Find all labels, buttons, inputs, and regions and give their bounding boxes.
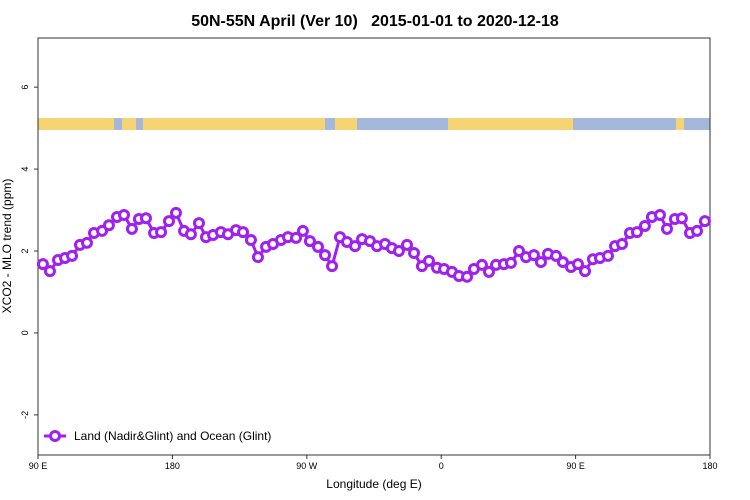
data-point [169,206,182,219]
data-point [290,231,303,244]
data-point [155,226,168,239]
data-point [244,233,257,246]
x-tick-label: 90 E [566,461,585,471]
y-tick-label: 6 [20,85,30,90]
x-axis-label: Longitude (deg E) [326,477,421,491]
data-point [401,238,414,251]
data-point [251,251,264,264]
data-point [482,265,495,278]
plot-frame [37,37,711,456]
data-point [162,215,175,228]
data-point [80,236,93,249]
data-point [675,212,688,225]
data-point [184,228,197,241]
data-point [616,238,629,251]
x-tick-label: 0 [439,461,444,471]
data-point [660,222,673,235]
legend-marker [49,430,61,442]
data-point [602,249,615,262]
y-tick-label: -2 [20,411,30,419]
x-tick-label: 90 E [29,461,48,471]
data-point [139,212,152,225]
y-axis-label: XCO2 - MLO trend (ppm) [0,179,14,314]
data-point [571,258,584,271]
land-ocean-strip [38,118,710,130]
data-point [527,249,540,262]
data-point [422,254,435,267]
data-point [698,215,711,228]
data-point [296,224,309,237]
legend: Land (Nadir&Glint) and Ocean (Glint) [44,429,271,443]
data-point [319,249,332,262]
data-point [102,219,115,232]
data-point [550,249,563,262]
x-tick-label: 90 W [296,461,318,471]
chart-title: 50N-55N April (Ver 10) 2015-01-01 to 202… [191,13,559,30]
data-point [392,245,405,258]
data-point [475,258,488,271]
data-point [461,270,474,283]
legend-label: Land (Nadir&Glint) and Ocean (Glint) [74,429,271,443]
data-point [125,222,138,235]
data-point [638,220,651,233]
data-point [237,226,250,239]
data-point [303,235,316,248]
y-tick-label: 2 [20,248,30,253]
data-point [349,240,362,253]
data-point [653,208,666,221]
y-tick-label: 4 [20,167,30,172]
data-point [192,217,205,230]
data-point [556,256,569,269]
data-point [691,224,704,237]
data-point [408,247,421,260]
x-tick-label: 180 [165,461,180,471]
data-point [312,240,324,253]
data-point [118,208,131,221]
data-point [326,260,339,273]
y-tick-label: 0 [20,330,30,335]
x-tick-label: 180 [702,461,717,471]
data-point [43,265,56,278]
data-point [630,226,643,239]
data-point [66,249,79,262]
data-point [36,258,49,271]
data-point [504,256,517,269]
data-point [513,245,526,258]
data-point [579,265,592,278]
data-point [534,256,547,269]
